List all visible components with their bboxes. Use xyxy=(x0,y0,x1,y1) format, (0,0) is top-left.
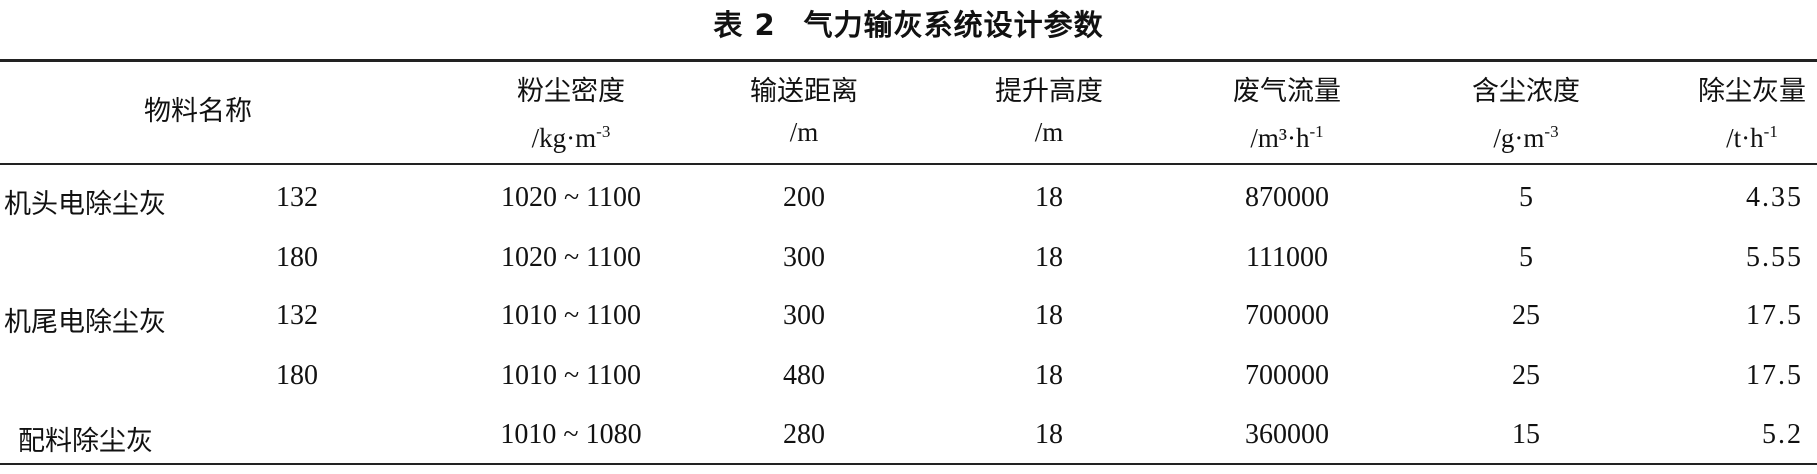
header-height: 提升高度/m xyxy=(995,72,1103,152)
cell-height: 18 xyxy=(1035,419,1063,450)
cell-height: 18 xyxy=(1035,182,1063,213)
header-label: 废气流量 xyxy=(1233,76,1341,107)
header-material: 物料名称 xyxy=(144,96,252,127)
header-unit-exp: -1 xyxy=(1309,122,1324,141)
cell-amount: 4.35 xyxy=(1746,182,1803,213)
cell-amount: 5.55 xyxy=(1746,242,1803,273)
header-unit: /kg·m xyxy=(531,123,597,153)
cell-flow: 700000 xyxy=(1245,300,1329,331)
table-title: 表 2 气力输灰系统设计参数 xyxy=(0,2,1817,44)
header-amount: 除尘灰量/t·h-1 xyxy=(1698,72,1806,158)
bottom-rule xyxy=(0,463,1817,465)
cell-density: 1020 ~ 1100 xyxy=(500,242,642,273)
header-density: 粉尘密度/kg·m-3 xyxy=(517,72,625,158)
cell-height: 18 xyxy=(1035,360,1063,391)
header-label: 含尘浓度 xyxy=(1472,76,1580,107)
top-rule xyxy=(0,59,1817,62)
header-unit: /m xyxy=(789,117,819,147)
cell-density: 1010 ~ 1080 xyxy=(500,419,642,450)
header-unit: /m xyxy=(1034,117,1064,147)
cell-distance: 200 xyxy=(783,182,825,213)
header-unit-exp: -1 xyxy=(1763,122,1778,141)
header-unit: /m³·h xyxy=(1250,123,1310,153)
cell-density: 1020 ~ 1100 xyxy=(500,182,642,213)
cell-density: 1010 ~ 1100 xyxy=(500,360,642,391)
header-unit-exp: -3 xyxy=(596,122,611,141)
cell-amount: 17.5 xyxy=(1746,300,1803,331)
header-rule xyxy=(0,163,1817,165)
cell-distance: 280 xyxy=(783,419,825,450)
cell-amount: 5.2 xyxy=(1762,419,1803,450)
cell-height: 18 xyxy=(1035,242,1063,273)
cell-sub: 132 xyxy=(276,182,318,213)
cell-amount: 17.5 xyxy=(1746,360,1803,391)
cell-concentration: 25 xyxy=(1512,360,1540,391)
cell-distance: 480 xyxy=(783,360,825,391)
header-unit-exp: -3 xyxy=(1544,122,1559,141)
header-label: 输送距离 xyxy=(750,76,858,107)
cell-flow: 111000 xyxy=(1246,242,1328,273)
header-unit: /t·h xyxy=(1726,123,1764,153)
cell-distance: 300 xyxy=(783,300,825,331)
header-unit: /g·m xyxy=(1493,123,1545,153)
cell-density: 1010 ~ 1100 xyxy=(500,300,642,331)
table-caption: 气力输灰系统设计参数 xyxy=(803,8,1104,42)
cell-flow: 870000 xyxy=(1245,182,1329,213)
header-label: 除尘灰量 xyxy=(1698,76,1806,107)
cell-material: 配料除尘灰 xyxy=(18,426,153,457)
cell-sub: 132 xyxy=(276,300,318,331)
header-distance: 输送距离/m xyxy=(750,72,858,152)
cell-sub: 180 xyxy=(276,242,318,273)
cell-flow: 700000 xyxy=(1245,360,1329,391)
table-number: 表 2 xyxy=(713,8,776,42)
cell-material: 机头电除尘灰 xyxy=(4,189,166,220)
header-flow: 废气流量/m³·h-1 xyxy=(1233,72,1341,158)
cell-sub: 180 xyxy=(276,360,318,391)
cell-concentration: 25 xyxy=(1512,300,1540,331)
cell-material: 机尾电除尘灰 xyxy=(4,307,166,338)
cell-concentration: 5 xyxy=(1519,182,1533,213)
cell-height: 18 xyxy=(1035,300,1063,331)
cell-distance: 300 xyxy=(783,242,825,273)
header-label: 提升高度 xyxy=(995,76,1103,107)
cell-concentration: 5 xyxy=(1519,242,1533,273)
header-label: 粉尘密度 xyxy=(517,76,625,107)
cell-concentration: 15 xyxy=(1512,419,1540,450)
header-concentration: 含尘浓度/g·m-3 xyxy=(1472,72,1580,158)
cell-flow: 360000 xyxy=(1245,419,1329,450)
